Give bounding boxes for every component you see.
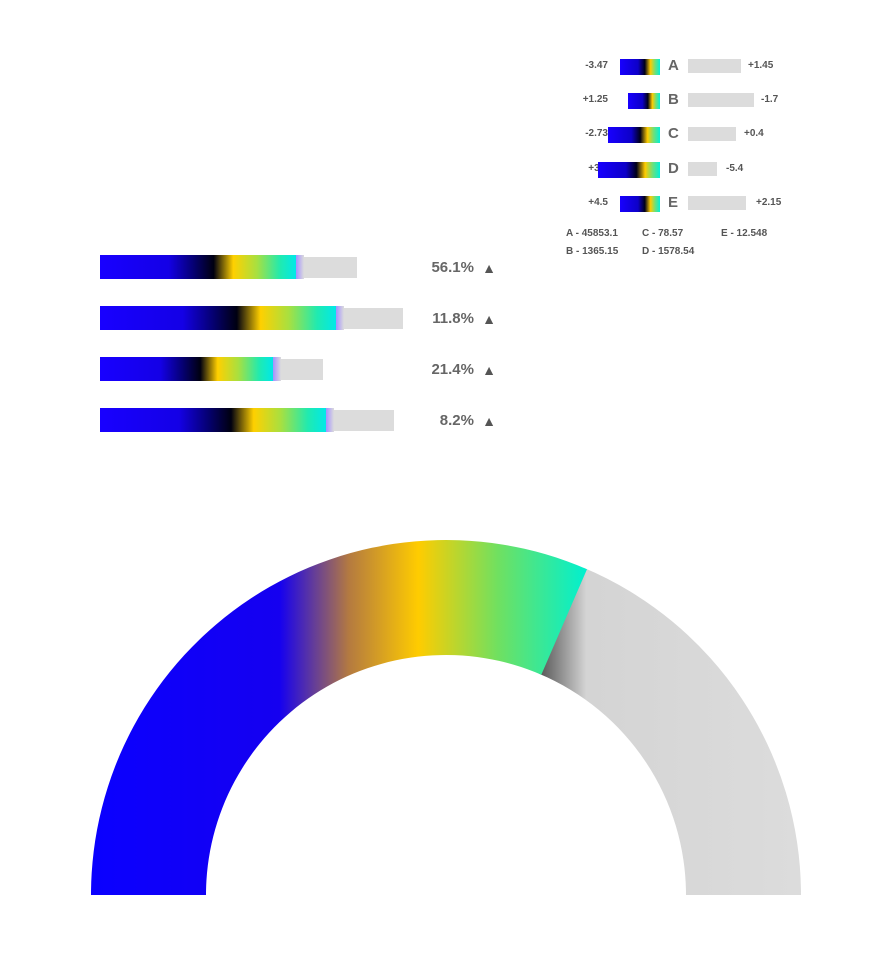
up-triangle-icon: ▲ (482, 413, 496, 429)
category-label: D (668, 160, 679, 177)
category-label: A (668, 57, 679, 74)
legend-item: D - 1578.54 (642, 246, 695, 257)
percent-row-2: 11.8% ▲ (100, 306, 500, 332)
left-value-label: +4.5 (588, 197, 608, 208)
right-bar (688, 127, 736, 141)
left-value-label: +1.25 (582, 94, 608, 105)
right-bar (688, 59, 741, 73)
left-value-label: -2.73 (585, 128, 608, 139)
category-label: E (668, 194, 679, 211)
category-label: C (668, 125, 679, 142)
left-bar (620, 59, 660, 75)
legend-item: B - 1365.15 (566, 246, 619, 257)
up-triangle-icon: ▲ (482, 260, 496, 276)
percent-label: 56.1% (431, 259, 474, 276)
row-c: -2.73 C +0.4 (560, 125, 800, 145)
left-bar (628, 93, 660, 109)
right-value-label: +2.15 (756, 197, 782, 208)
row-e: +4.5 E +2.15 (560, 194, 800, 214)
legend-item: C - 78.57 (642, 228, 684, 239)
bar-fill (100, 357, 281, 381)
up-triangle-icon: ▲ (482, 311, 496, 327)
bar-fill (100, 255, 304, 279)
percent-row-4: 8.2% ▲ (100, 408, 500, 434)
right-bar (688, 196, 746, 210)
right-bar (688, 93, 754, 107)
gauge-fill (91, 540, 587, 895)
gauge-track (539, 567, 801, 895)
up-triangle-icon: ▲ (482, 362, 496, 378)
bar-fill (100, 408, 334, 432)
percent-row-1: 56.1% ▲ (100, 255, 500, 281)
percent-row-3: 21.4% ▲ (100, 357, 500, 383)
left-bar (598, 162, 660, 178)
percent-label: 21.4% (431, 361, 474, 378)
right-value-label: -5.4 (726, 163, 744, 174)
left-value-label: -3.47 (585, 60, 608, 71)
right-value-label: -1.7 (761, 94, 779, 105)
left-bar (608, 127, 660, 143)
left-bar (620, 196, 660, 212)
row-b: +1.25 B -1.7 (560, 91, 800, 111)
percent-label: 11.8% (432, 310, 474, 327)
percent-label: 8.2% (439, 412, 474, 429)
legend-item: E - 12.548 (721, 228, 768, 239)
right-value-label: +1.45 (748, 60, 774, 71)
right-value-label: +0.4 (744, 128, 764, 139)
row-d: +3.1 D -5.4 (560, 160, 800, 180)
legend-item: A - 45853.1 (566, 228, 618, 239)
bar-fill (100, 306, 344, 330)
row-a: -3.47 A +1.45 (560, 57, 800, 77)
right-bar (688, 162, 717, 176)
category-label: B (668, 91, 679, 108)
